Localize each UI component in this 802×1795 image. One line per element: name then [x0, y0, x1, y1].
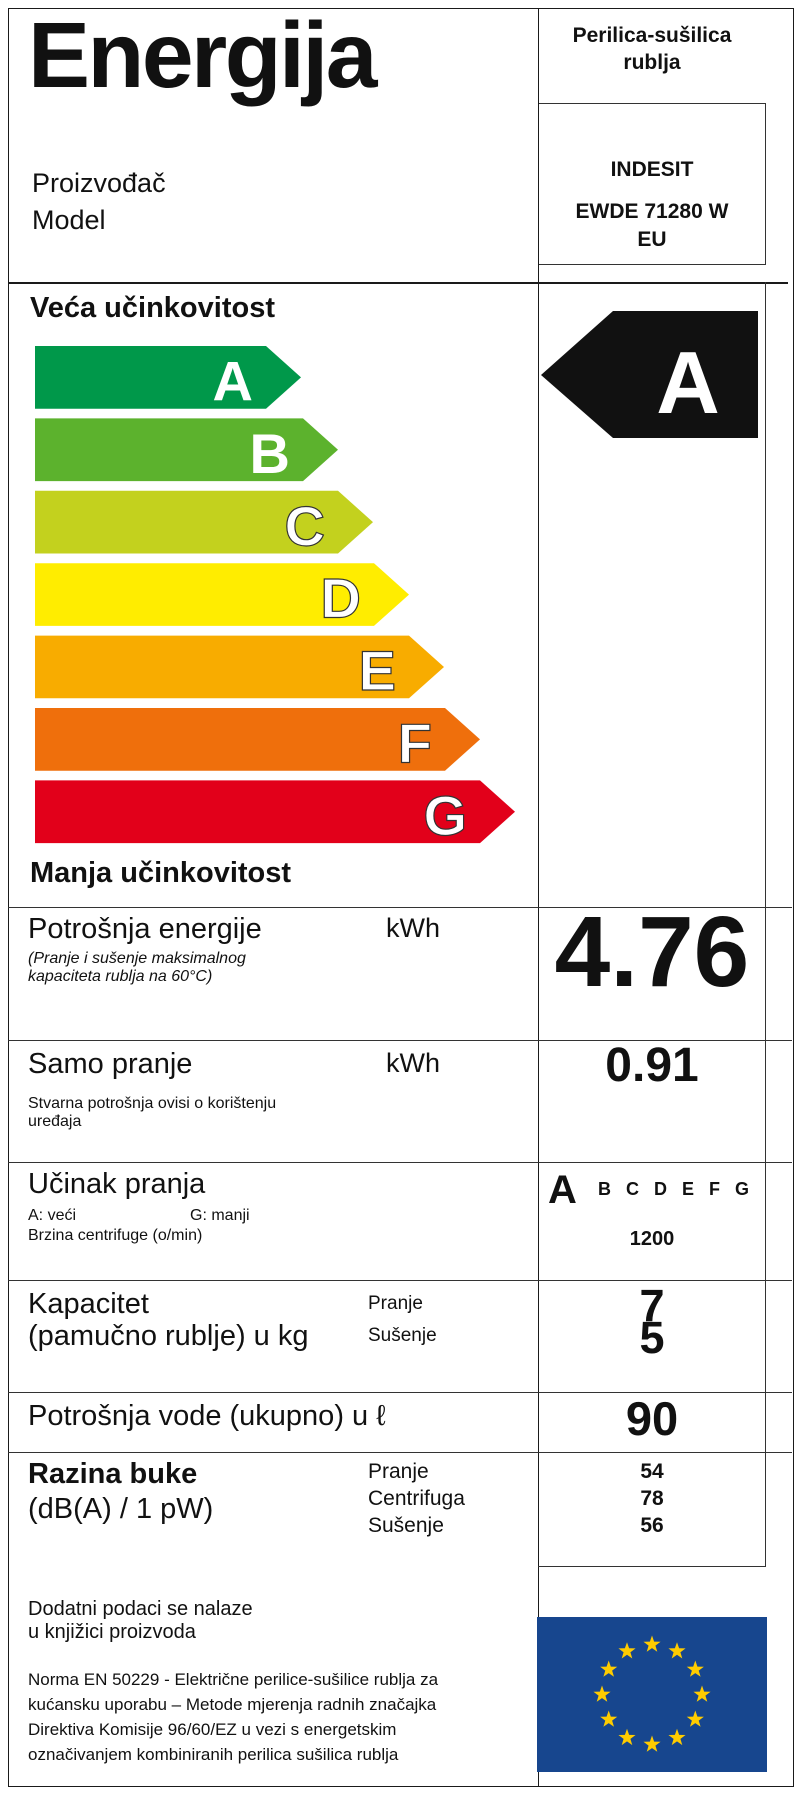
svg-text:G: G	[423, 784, 467, 847]
svg-text:A: A	[213, 350, 253, 413]
svg-text:F: F	[398, 712, 432, 775]
svg-text:C: C	[285, 494, 325, 557]
svg-text:E: E	[359, 639, 396, 702]
svg-text:A: A	[656, 333, 720, 432]
svg-text:B: B	[250, 422, 290, 485]
svg-text:D: D	[321, 567, 361, 630]
